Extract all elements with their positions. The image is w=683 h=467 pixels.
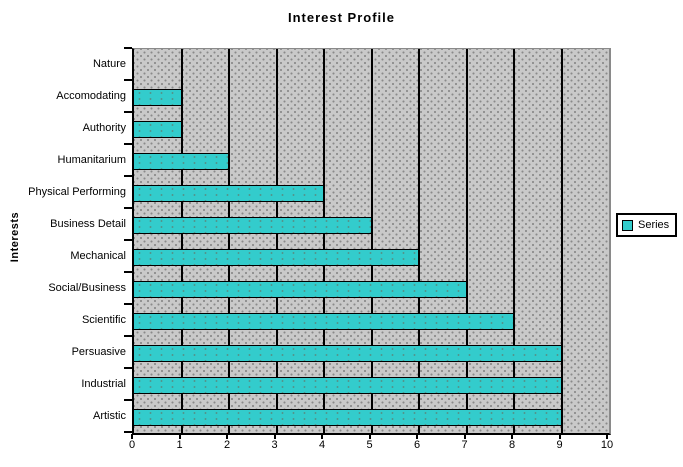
x-axis-label: 9 bbox=[556, 439, 563, 451]
y-axis-tick bbox=[124, 111, 132, 113]
x-axis-tick bbox=[558, 434, 561, 439]
plot-area bbox=[132, 48, 611, 435]
chart-title: Interest Profile bbox=[287, 10, 396, 25]
gridline-x-2 bbox=[228, 49, 230, 433]
category-label: Persuasive bbox=[71, 346, 126, 358]
y-axis-tick bbox=[124, 303, 132, 305]
category-label: Industrial bbox=[81, 378, 126, 390]
gridline-x-3 bbox=[275, 49, 278, 433]
y-axis-tick bbox=[124, 239, 132, 241]
bar-artistic bbox=[134, 409, 562, 426]
category-label: Accomodating bbox=[56, 90, 126, 102]
category-label: Nature bbox=[92, 58, 126, 70]
category-label: Humanitarium bbox=[57, 154, 126, 166]
category-label: Scientific bbox=[81, 314, 126, 326]
category-label: Business Detail bbox=[50, 218, 126, 230]
gridline-x-8 bbox=[513, 49, 515, 433]
x-axis-tick bbox=[606, 434, 608, 439]
x-axis-tick bbox=[321, 434, 323, 439]
x-axis-label: 1 bbox=[176, 439, 183, 451]
gridline-x-1 bbox=[180, 49, 183, 433]
legend-label: Series bbox=[638, 218, 670, 231]
x-axis-label: 8 bbox=[508, 439, 516, 451]
x-axis-label: 4 bbox=[318, 439, 326, 451]
y-axis-tick bbox=[124, 335, 132, 337]
x-axis-tick bbox=[511, 434, 513, 439]
x-axis-label: 6 bbox=[413, 439, 421, 451]
bar-humanitarium bbox=[134, 153, 229, 170]
category-label: Physical Performing bbox=[28, 186, 126, 198]
y-axis-tick bbox=[124, 143, 132, 145]
x-axis-tick bbox=[226, 434, 228, 439]
bar-industrial bbox=[134, 377, 562, 394]
x-axis-tick bbox=[416, 434, 418, 439]
x-axis-label: 7 bbox=[461, 439, 468, 451]
bar-physical-performing bbox=[134, 185, 324, 202]
y-axis-tick bbox=[124, 367, 132, 369]
category-label: Artistic bbox=[93, 410, 126, 422]
bar-social-business bbox=[134, 281, 467, 298]
x-axis-tick bbox=[273, 434, 276, 439]
legend: Series bbox=[616, 213, 678, 237]
y-axis-tick bbox=[124, 47, 132, 49]
x-axis-tick bbox=[368, 434, 371, 439]
y-axis-tick bbox=[124, 431, 132, 433]
x-axis-label: 3 bbox=[271, 439, 278, 451]
bar-business-detail bbox=[134, 217, 372, 234]
gridline-x-9 bbox=[560, 49, 563, 433]
x-axis-label: 10 bbox=[600, 439, 614, 451]
category-label: Social/Business bbox=[48, 282, 126, 294]
bar-accomodating bbox=[134, 89, 182, 106]
category-label: Authority bbox=[82, 122, 126, 134]
gridline-x-6 bbox=[418, 49, 420, 433]
y-axis-tick bbox=[124, 79, 132, 81]
bar-scientific bbox=[134, 313, 514, 330]
gridline-x-5 bbox=[370, 49, 373, 433]
x-axis-tick bbox=[463, 434, 466, 439]
y-axis-tick bbox=[124, 175, 132, 177]
gridline-x-4 bbox=[323, 49, 325, 433]
x-axis-label: 5 bbox=[366, 439, 373, 451]
x-axis-label: 2 bbox=[223, 439, 231, 451]
category-label: Mechanical bbox=[70, 250, 126, 262]
y-axis-tick bbox=[124, 271, 132, 273]
x-axis-tick bbox=[178, 434, 181, 439]
y-axis-tick bbox=[124, 399, 132, 401]
y-axis-tick bbox=[124, 207, 132, 209]
legend-swatch-icon bbox=[622, 219, 633, 231]
x-axis-label: 0 bbox=[128, 439, 136, 451]
gridline-x-7 bbox=[465, 49, 468, 433]
bar-authority bbox=[134, 121, 182, 138]
bar-persuasive bbox=[134, 345, 562, 362]
bar-mechanical bbox=[134, 249, 419, 266]
x-axis-tick bbox=[131, 434, 133, 439]
